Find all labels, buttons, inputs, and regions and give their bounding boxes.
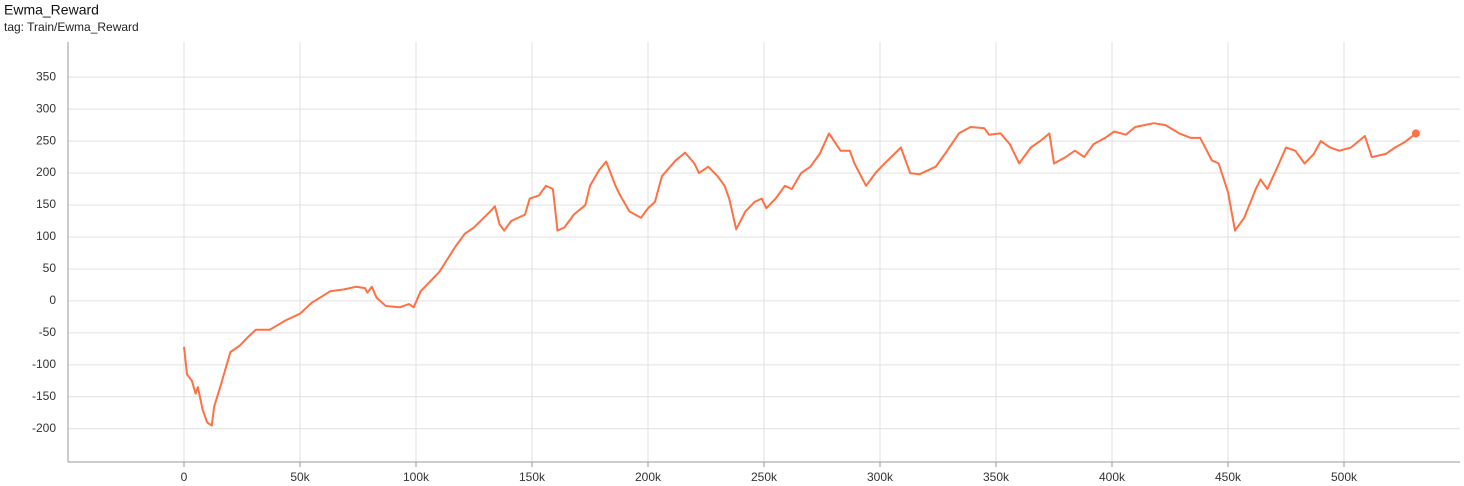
x-tick-label: 100k bbox=[403, 470, 430, 484]
y-tick-label: -200 bbox=[32, 421, 56, 435]
x-tick-label: 450k bbox=[1215, 470, 1242, 484]
y-tick-label: 250 bbox=[36, 133, 56, 147]
x-tick-label: 400k bbox=[1099, 470, 1126, 484]
data-line bbox=[183, 122, 1417, 427]
x-tick-label: 150k bbox=[519, 470, 546, 484]
y-tick-label: -100 bbox=[32, 357, 56, 371]
x-tick-label: 50k bbox=[290, 470, 310, 484]
y-tick-label: 350 bbox=[36, 69, 56, 83]
x-tick-label: 0 bbox=[181, 470, 188, 484]
x-tick-label: 200k bbox=[635, 470, 662, 484]
y-tick-label: 50 bbox=[43, 261, 57, 275]
end-point bbox=[1411, 129, 1420, 138]
chart-subtitle: tag: Train/Ewma_Reward bbox=[4, 20, 139, 34]
x-tick-label: 300k bbox=[867, 470, 894, 484]
chart-title: Ewma_Reward bbox=[4, 2, 99, 18]
y-tick-label: -50 bbox=[39, 325, 57, 339]
x-tick-label: 500k bbox=[1331, 470, 1358, 484]
y-tick-label: 0 bbox=[49, 293, 56, 307]
y-tick-label: 100 bbox=[36, 229, 56, 243]
y-tick-label: 300 bbox=[36, 101, 56, 115]
x-tick-label: 350k bbox=[983, 470, 1010, 484]
y-tick-label: 150 bbox=[36, 197, 56, 211]
y-tick-label: -150 bbox=[32, 389, 56, 403]
y-tick-label: 200 bbox=[36, 165, 56, 179]
x-tick-label: 250k bbox=[751, 470, 778, 484]
